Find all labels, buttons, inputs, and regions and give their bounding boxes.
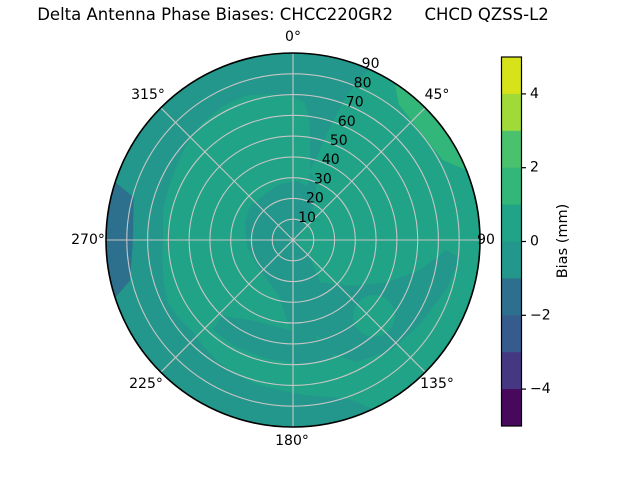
theta-tick-labels: 0° 45° 90 135° 180° 225° 270° 315° [71,29,495,449]
r-tick-label: 70 [346,95,364,111]
r-tick-label: 60 [338,114,356,130]
r-tick-label: 10 [298,210,316,226]
theta-tick-label: 90 [477,232,495,248]
r-tick-label: 90 [362,56,380,72]
theta-spoke [160,107,426,373]
figure-title: Delta Antenna Phase Biases: CHCC220GR2 C… [37,5,549,24]
colorbar: 4 2 0 −2 −4 Bias (mm) [500,56,571,427]
colorbar-segment [501,93,522,132]
polar-grid [105,52,481,428]
colorbar-axis-label: Bias (mm) [555,204,571,279]
theta-tick-label: 270° [71,232,105,248]
contour-region-northeast-pos [394,83,467,170]
theta-tick-label: 225° [129,376,163,392]
colorbar-segment [501,352,522,390]
r-tick-label: 40 [322,152,340,168]
theta-tick-label: 45° [425,87,450,103]
colorbar-segment [501,204,522,242]
r-tick-label: 30 [314,171,332,187]
colorbar-tick-label: 2 [530,160,539,176]
colorbar-segment [501,278,522,316]
contour-region-bottom-neg [213,316,338,364]
r-tick-labels: 10 20 30 40 50 60 70 80 90 [298,56,379,226]
colorbar-tick-label: 0 [530,234,539,250]
contour-region-rim-neg [106,53,372,427]
colorbar-tick-label: 4 [530,86,539,102]
colorbar-segment [501,130,522,169]
colorbar-segment [501,57,522,95]
colorbar-segment [501,241,522,279]
polar-outline [105,52,481,428]
r-tick-label: 80 [354,75,372,91]
r-tick-label: 50 [330,133,348,149]
contour-region-southeast-hole [353,295,395,337]
theta-tick-label: 0° [285,29,301,45]
colorbar-segment [501,315,522,353]
theta-tick-label: 135° [420,376,454,392]
colorbar-segment [501,389,522,427]
theta-tick-label: 315° [131,87,165,103]
colorbar-tick-label: −4 [530,381,551,397]
r-tick-label: 20 [306,191,324,207]
colorbar-tick-label: −2 [530,307,551,323]
colorbar-segment [501,167,522,205]
theta-tick-label: 180° [275,433,309,449]
